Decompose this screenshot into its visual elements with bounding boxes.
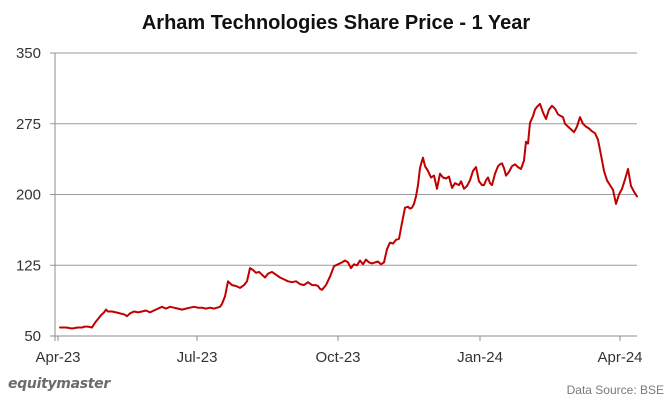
x-tick-label: Jan-24 <box>457 349 503 366</box>
equitymaster-logo: equitymaster <box>8 376 110 392</box>
x-axis: Apr-23 Jul-23 Oct-23 Jan-24 Apr-24 <box>35 335 643 366</box>
x-tick-label: Apr-24 <box>597 349 642 366</box>
y-axis: 50 125 200 275 350 <box>16 45 56 345</box>
chart-title: Arham Technologies Share Price - 1 Year <box>141 12 531 34</box>
y-tick-label: 50 <box>24 328 41 345</box>
y-tick-label: 275 <box>16 116 41 133</box>
data-source-note: Data Source: BSE <box>566 383 664 397</box>
y-tick-label: 200 <box>16 187 41 204</box>
x-tick-label: Apr-23 <box>35 349 80 366</box>
x-tick-label: Oct-23 <box>315 349 360 366</box>
y-tick-label: 350 <box>16 45 41 62</box>
gridlines <box>50 52 637 266</box>
y-tick-label: 125 <box>16 257 41 274</box>
price-line <box>59 102 638 330</box>
x-tick-label: Jul-23 <box>177 349 218 366</box>
